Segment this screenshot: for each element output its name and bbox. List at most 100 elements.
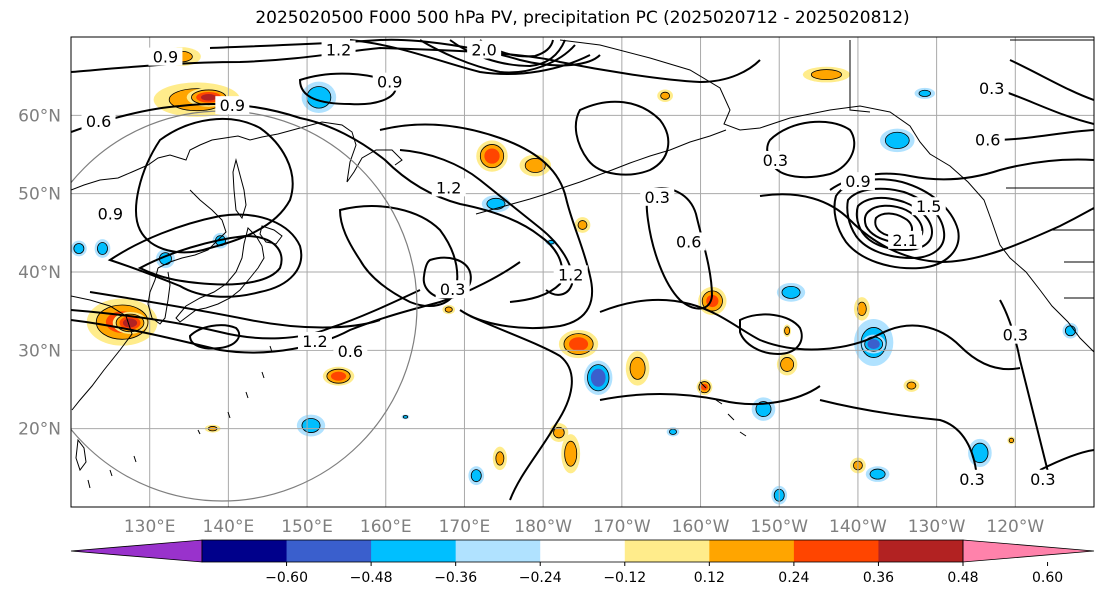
- pv-contour-1.2-west: [107, 213, 303, 298]
- pv-label-background: [955, 469, 990, 488]
- longitude-label: 180°W: [514, 517, 572, 537]
- precip-positive-area: [903, 379, 920, 392]
- pv-contour-0.3-se: [999, 299, 1051, 481]
- precip-level-0.24: [906, 381, 917, 390]
- precip-level-0.24: [780, 357, 795, 372]
- pv-contour-2.0-north: [419, 39, 576, 74]
- pv-contour-label: 1.2: [436, 178, 461, 197]
- coastline-korea: [147, 267, 171, 325]
- colorbar-tick-label: 0.12: [694, 570, 725, 586]
- precip-level-0.24: [918, 89, 932, 97]
- precip-level-0.24: [1064, 325, 1076, 337]
- precip-level-0.24: [73, 243, 85, 254]
- precip-negative-area: [71, 240, 87, 257]
- colorbar-tick-label: −0.12: [603, 570, 646, 586]
- pv-label-background: [1025, 469, 1060, 488]
- colorbar: −0.60 −0.48 −0.36 −0.24 −0.12 0.12 0.24 0.36 0.4…: [70, 539, 1095, 586]
- pv-label-background: [888, 230, 923, 249]
- precip-positive-area: [783, 324, 792, 338]
- coastline-aleutians: [475, 129, 727, 215]
- pv-contour-0.3-sw: [819, 399, 977, 471]
- coastline-alaska: [559, 39, 1094, 353]
- precip-positive-area: [574, 217, 591, 233]
- precip-level-0.24: [884, 131, 910, 149]
- pv-label-background: [974, 78, 1009, 97]
- precip-positive-area: [625, 351, 650, 386]
- pv-contour-label: 0.9: [220, 96, 245, 115]
- precip-level-0.24: [755, 401, 772, 418]
- pv-contour-1.5-low: [846, 187, 946, 260]
- precip-positive-area: [657, 89, 673, 103]
- pv-label-background: [840, 172, 875, 191]
- precip-level-0.36: [590, 368, 606, 387]
- colorbar-tick-label: −0.24: [519, 570, 562, 586]
- pv-contour-0.3-loop-4: [739, 313, 803, 356]
- coastline-north-america: [849, 39, 1094, 299]
- precip-negative-area: [666, 427, 680, 437]
- latitude-label: 30°N: [18, 341, 61, 361]
- pv-label-background: [321, 40, 356, 59]
- pv-contour-label: 0.9: [377, 73, 402, 92]
- precip-level-0.36: [867, 339, 880, 349]
- map-frame: [70, 36, 1095, 508]
- precip-positive-area: [558, 329, 599, 359]
- pv-contour-label: 0.6: [86, 112, 111, 131]
- pv-contour-1.8-low: [855, 196, 934, 252]
- pv-contour-label: 0.9: [98, 204, 123, 223]
- precip-level-0.24: [856, 301, 867, 316]
- colorbar-segment: [286, 540, 372, 562]
- precip-level-0.24: [810, 69, 842, 81]
- coastline-hokkaido: [259, 225, 283, 245]
- pv-contour-0.6-central: [379, 123, 594, 329]
- precip-level-0.24: [444, 306, 453, 313]
- pv-contour-label: 0.3: [645, 188, 670, 207]
- pv-label-background: [81, 111, 116, 130]
- precip-level-0.24: [577, 220, 588, 230]
- pv-contour-label: 1.5: [916, 197, 941, 216]
- precip-level-0.24: [869, 468, 886, 480]
- latitude-label: 50°N: [18, 185, 61, 205]
- latitude-labels: 60°N 50°N 40°N 30°N 20°N: [18, 106, 61, 439]
- longitude-label: 160°E: [360, 517, 412, 537]
- coastline-hawaii: [699, 381, 747, 437]
- pv-contour-label: 0.9: [845, 172, 870, 191]
- precip-negative-area: [879, 128, 915, 153]
- precip-level-0.48: [200, 94, 217, 101]
- precip-negative-area: [865, 466, 890, 482]
- colorbar-tick-label: −0.36: [434, 570, 477, 586]
- precip-level-0.24: [524, 158, 546, 173]
- pv-contour-1.5-north: [349, 39, 591, 75]
- coastline-islands: [87, 345, 273, 489]
- precip-negative-area: [296, 414, 326, 437]
- pv-label-background: [431, 178, 466, 197]
- coastline-taiwan: [75, 438, 87, 472]
- pv-contour-label: 0.6: [338, 342, 363, 361]
- colorbar-frame: [201, 539, 964, 563]
- precip-level-0.24: [301, 418, 321, 433]
- precip-level-0.36: [569, 337, 589, 351]
- coastline-japan: [175, 227, 265, 323]
- precip-level-0.48: [122, 318, 138, 328]
- pv-contour-0.3-dateline: [469, 315, 573, 501]
- pv-contour-0.3-central: [338, 205, 459, 307]
- precip-positive-area: [802, 66, 851, 83]
- precip-positive-area: [492, 446, 507, 471]
- colorbar-tick-label: −0.48: [350, 570, 393, 586]
- colorbar-segment: [455, 540, 541, 562]
- latitude-label: 20°N: [18, 420, 61, 440]
- pv-contour-0.9-west: [135, 117, 294, 254]
- pv-contour-0.3-loop-3: [574, 100, 670, 176]
- pv-label-background: [372, 72, 407, 91]
- precip-negative-area: [584, 360, 613, 395]
- precip-level-0.24: [553, 426, 565, 439]
- precip-level-0.24: [784, 326, 791, 336]
- precip-level-0.24: [564, 440, 578, 467]
- colorbar-tick-label: 0.24: [778, 570, 809, 586]
- longitude-label: 150°W: [750, 517, 808, 537]
- pv-contour-0.9-inner: [298, 72, 397, 106]
- pv-contour-label: 0.6: [975, 131, 1000, 150]
- colorbar-segment: [624, 540, 710, 562]
- pv-label-background: [148, 47, 183, 66]
- precip-level-0.24: [781, 285, 801, 299]
